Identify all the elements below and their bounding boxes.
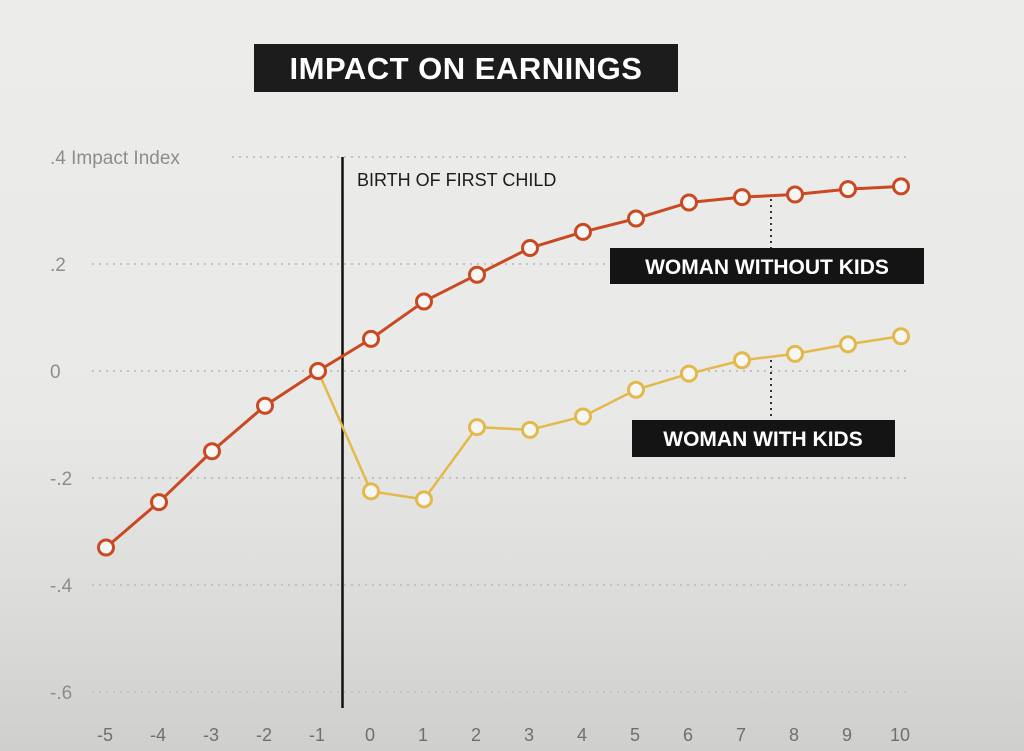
x-tick-label: 0 [365, 725, 375, 745]
data-point [150, 493, 168, 512]
series-line [316, 334, 902, 501]
title-box [254, 44, 678, 92]
x-tick-label: 6 [683, 725, 693, 745]
data-point [892, 327, 910, 346]
data-point [839, 180, 857, 199]
data-point [468, 418, 486, 437]
data-point [256, 396, 274, 415]
y-tick-label: -.4 [50, 576, 73, 597]
data-point [521, 420, 539, 439]
x-tick-label: 5 [630, 725, 640, 745]
series-label-without-kids: WOMAN WITHOUT KIDS [645, 256, 889, 279]
x-tick-label: 3 [524, 725, 534, 745]
x-tick-label: 7 [736, 725, 746, 745]
data-point [415, 292, 433, 311]
data-point [786, 344, 804, 363]
y-tick-label: -.6 [50, 683, 72, 704]
series-line [105, 184, 902, 549]
birth-marker-label: BIRTH OF FIRST CHILD [357, 170, 556, 190]
y-tick-label: .4 Impact Index [50, 148, 180, 169]
y-tick-label: -.2 [50, 469, 72, 490]
data-point [680, 193, 698, 212]
data-point [627, 380, 645, 399]
data-point [627, 209, 645, 228]
series-lines [97, 177, 910, 557]
x-tick-label: 9 [842, 725, 852, 745]
x-tick-label: 2 [471, 725, 481, 745]
data-point [362, 482, 380, 501]
data-point [839, 335, 857, 354]
data-point [680, 364, 698, 383]
with-kids-label-box [632, 420, 895, 457]
series-label-with-kids: WOMAN WITH KIDS [663, 428, 862, 451]
data-point [574, 407, 592, 426]
data-point [733, 351, 751, 370]
data-point [415, 490, 433, 509]
data-point [309, 362, 327, 380]
x-tick-label: -5 [97, 725, 113, 745]
without-kids-label-box [610, 248, 924, 284]
data-point [97, 538, 115, 557]
y-axis-ticks: .4 Impact Index .2 0 -.2 -.4 -.6 [50, 148, 180, 704]
data-point [468, 265, 486, 284]
x-tick-label: 4 [577, 725, 587, 745]
data-point [892, 177, 910, 196]
data-point [786, 185, 804, 204]
series-with-kids [309, 327, 910, 509]
data-point [362, 329, 380, 348]
chart-title: IMPACT ON EARNINGS [290, 51, 643, 86]
series-without-kids [97, 177, 910, 557]
y-tick-label: 0 [50, 362, 61, 383]
x-tick-label: -1 [309, 725, 325, 745]
x-tick-label: 1 [418, 725, 428, 745]
x-tick-label: -4 [150, 725, 166, 745]
x-tick-label: 8 [789, 725, 799, 745]
data-point [733, 188, 751, 207]
data-point [574, 222, 592, 241]
y-tick-label: .2 [50, 255, 66, 276]
grid-lines [92, 156, 910, 693]
x-axis-ticks: -5 -4 -3 -2 -1 0 1 2 3 4 5 6 7 8 9 10 [97, 725, 910, 745]
data-point [521, 238, 539, 257]
x-tick-label: -3 [203, 725, 219, 745]
data-point [203, 442, 221, 461]
x-tick-label: -2 [256, 725, 272, 745]
x-tick-label: 10 [890, 725, 910, 745]
